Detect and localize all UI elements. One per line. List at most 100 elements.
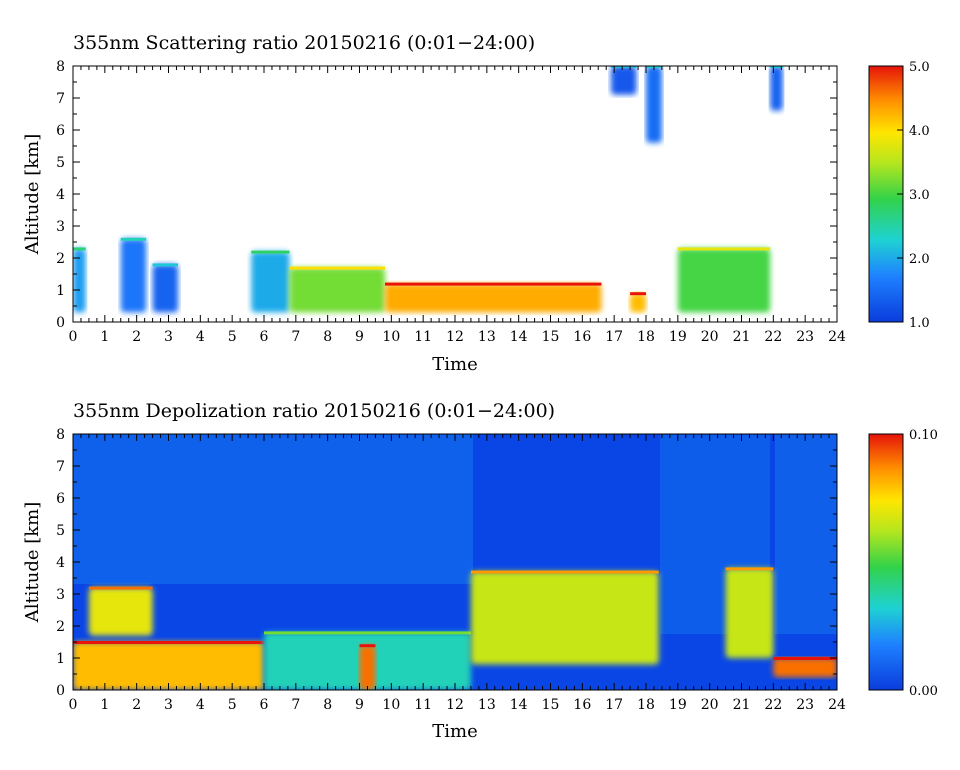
x-tick-labels: 0 1 2 3 4 5 6 7 8 9 10 11 12 13 14 15 16 17 18 19 20 21 22 23 24 xyxy=(69,697,846,713)
colorbar-tick-label: 4.0 xyxy=(909,124,930,139)
y-tick-label: 8 xyxy=(56,59,65,75)
y-tick-label: 2 xyxy=(56,251,65,267)
data-region-top-4 xyxy=(289,266,385,270)
y-tick-label: 5 xyxy=(56,523,65,539)
x-tick-label: 14 xyxy=(510,697,528,713)
x-tick-label: 23 xyxy=(796,329,814,345)
x-tick-label: 18 xyxy=(637,329,655,345)
data-region-top-8 xyxy=(610,66,637,68)
x-tick-label: 17 xyxy=(605,697,623,713)
y-tick-label: 3 xyxy=(56,219,65,235)
data-region-top-2 xyxy=(264,631,471,635)
x-tick-label: 24 xyxy=(828,697,846,713)
y-tick-label: 6 xyxy=(56,491,65,507)
data-region-9 xyxy=(646,66,662,143)
y-tick-label: 3 xyxy=(56,587,65,603)
x-tick-label: 13 xyxy=(478,329,496,345)
x-tick-label: 9 xyxy=(355,697,364,713)
y-tick-label: 8 xyxy=(56,427,65,443)
data-region-1 xyxy=(120,238,147,313)
x-tick-label: 20 xyxy=(701,697,719,713)
y-tick-label: 1 xyxy=(56,651,65,667)
y-tick-label: 7 xyxy=(56,459,65,475)
colorbar-tick-label: 0.00 xyxy=(909,684,938,699)
y-axis-label: Altitude [km] xyxy=(22,134,43,256)
data-region-top-4 xyxy=(470,570,659,574)
colorbar-tick-label: 1.0 xyxy=(909,316,930,331)
y-tick-label: 5 xyxy=(56,155,65,171)
x-tick-label: 7 xyxy=(291,329,300,345)
y-tick-label: 0 xyxy=(56,315,65,331)
axis-ticks xyxy=(72,433,838,691)
colorbar-tick-labels: 1.0 2.0 3.0 4.0 5.0 xyxy=(897,60,930,331)
data-region-5 xyxy=(384,283,602,313)
data-region-7 xyxy=(677,248,771,313)
data-region-3 xyxy=(251,251,290,313)
x-tick-label: 22 xyxy=(764,697,782,713)
data-region-4 xyxy=(289,267,385,313)
colorbar xyxy=(868,433,904,691)
x-tick-label: 3 xyxy=(164,697,173,713)
data-region-top-3 xyxy=(251,250,290,254)
x-tick-label: 22 xyxy=(764,329,782,345)
data-region-6 xyxy=(630,293,646,313)
colorbar-tick-labels: 0.00 0.10 xyxy=(897,428,938,699)
colorbar-tick-label: 3.0 xyxy=(909,188,930,203)
y-tick-label: 4 xyxy=(56,187,65,203)
y-tick-label: 0 xyxy=(56,683,65,699)
x-tick-label: 0 xyxy=(69,329,78,345)
y-tick-label: 2 xyxy=(56,619,65,635)
x-axis-label: Time xyxy=(432,721,477,742)
x-tick-label: 15 xyxy=(542,329,560,345)
x-tick-label: 24 xyxy=(828,329,846,345)
x-axis-label: Time xyxy=(432,354,477,375)
x-tick-labels: 0 1 2 3 4 5 6 7 8 9 10 11 12 13 14 15 16 17 18 19 20 21 22 23 24 xyxy=(69,329,846,345)
x-tick-label: 11 xyxy=(414,329,432,345)
data-region-3 xyxy=(359,645,376,690)
data-region-10 xyxy=(770,66,783,111)
data-region-0 xyxy=(73,642,264,690)
x-tick-label: 23 xyxy=(796,697,814,713)
data-region-8 xyxy=(610,66,637,95)
x-tick-label: 2 xyxy=(132,329,141,345)
x-tick-label: 4 xyxy=(196,329,205,345)
x-tick-label: 19 xyxy=(669,697,687,713)
y-tick-labels: 0 1 2 3 4 5 6 7 8 xyxy=(56,59,65,331)
y-axis-label: Altitude [km] xyxy=(22,502,43,624)
y-tick-labels: 0 1 2 3 4 5 6 7 8 xyxy=(56,427,65,699)
x-tick-label: 4 xyxy=(196,697,205,713)
y-tick-label: 7 xyxy=(56,91,65,107)
x-tick-label: 12 xyxy=(446,329,464,345)
x-tick-label: 11 xyxy=(414,697,432,713)
y-tick-label: 1 xyxy=(56,283,65,299)
axis-ticks xyxy=(72,65,838,323)
x-tick-label: 0 xyxy=(69,697,78,713)
data-region-top-6 xyxy=(773,657,837,660)
x-tick-label: 5 xyxy=(228,329,237,345)
data-region-top-2 xyxy=(152,263,179,267)
data-region-top-0 xyxy=(73,641,264,644)
data-region-top-1 xyxy=(88,586,153,590)
data-region-top-10 xyxy=(770,66,783,68)
x-tick-label: 20 xyxy=(701,329,719,345)
x-tick-label: 21 xyxy=(733,697,751,713)
data-region-4 xyxy=(470,571,659,665)
data-region-0 xyxy=(73,248,86,313)
data-region-top-5 xyxy=(725,567,774,571)
data-region-top-5 xyxy=(384,282,602,286)
data-region-2 xyxy=(152,264,179,313)
x-tick-label: 13 xyxy=(478,697,496,713)
data-region-top-1 xyxy=(120,237,147,241)
colorbar-tick-label: 2.0 xyxy=(909,252,930,267)
data-layer xyxy=(73,567,837,690)
y-tick-label: 6 xyxy=(56,123,65,139)
data-region-1 xyxy=(88,587,153,636)
panel-depolarization: 355nm Depolization ratio 20150216 (0:01−… xyxy=(22,400,938,742)
x-tick-label: 14 xyxy=(510,329,528,345)
x-tick-label: 19 xyxy=(669,329,687,345)
data-region-6 xyxy=(773,658,837,678)
x-tick-label: 16 xyxy=(573,329,591,345)
x-tick-label: 8 xyxy=(323,329,332,345)
x-tick-label: 10 xyxy=(382,329,400,345)
